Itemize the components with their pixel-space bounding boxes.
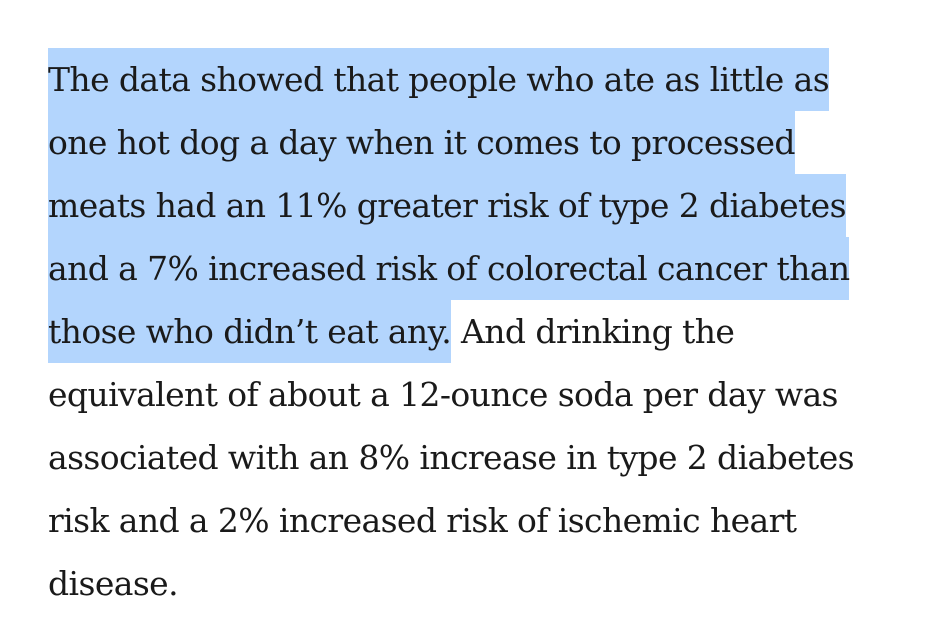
selected-text[interactable]: and a 7% increased risk of colorectal ca… — [48, 237, 850, 300]
paragraph-line-9: disease. — [48, 552, 928, 615]
unselected-text: And drinking the — [451, 312, 735, 351]
paragraph-line-2: one hot dog a day when it comes to proce… — [48, 111, 928, 174]
unselected-text: disease. — [48, 564, 179, 603]
paragraph-line-8: risk and a 2% increased risk of ischemic… — [48, 489, 928, 552]
paragraph-line-5: those who didn’t eat any. And drinking t… — [48, 300, 928, 363]
unselected-text: associated with an 8% increase in type 2… — [48, 438, 855, 477]
selected-text[interactable]: those who didn’t eat any. — [48, 300, 452, 363]
selected-text[interactable]: one hot dog a day when it comes to proce… — [48, 111, 796, 174]
paragraph-line-3: meats had an 11% greater risk of type 2 … — [48, 174, 928, 237]
article-paragraph[interactable]: The data showed that people who ate as l… — [48, 48, 928, 615]
paragraph-line-4: and a 7% increased risk of colorectal ca… — [48, 237, 928, 300]
article-body: The data showed that people who ate as l… — [48, 48, 928, 615]
paragraph-line-7: associated with an 8% increase in type 2… — [48, 426, 928, 489]
unselected-text: risk and a 2% increased risk of ischemic… — [48, 501, 797, 540]
selected-text[interactable]: meats had an 11% greater risk of type 2 … — [48, 174, 847, 237]
paragraph-line-6: equivalent of about a 12-ounce soda per … — [48, 363, 928, 426]
selected-text[interactable]: The data showed that people who ate as l… — [48, 48, 830, 111]
paragraph-line-1: The data showed that people who ate as l… — [48, 48, 928, 111]
unselected-text: equivalent of about a 12-ounce soda per … — [48, 375, 838, 414]
